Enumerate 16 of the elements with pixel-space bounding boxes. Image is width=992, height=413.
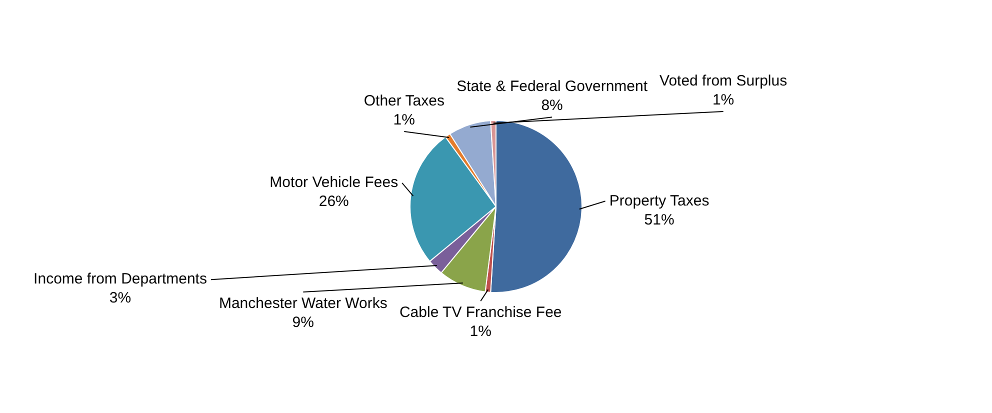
- slice-label: Other Taxes: [364, 92, 444, 110]
- data-label: 1%: [393, 112, 415, 129]
- slice-label: Cable TV Franchise Fee: [399, 304, 562, 322]
- data-label: 1%: [470, 323, 492, 340]
- slice-label: State & Federal Government: [456, 78, 648, 96]
- data-label: 1%: [712, 92, 734, 109]
- data-label: 9%: [292, 314, 314, 332]
- data-label: 51%: [644, 211, 674, 228]
- data-label: 8%: [541, 97, 563, 114]
- slice-label: Manchester Water Works: [218, 295, 388, 312]
- slice-label: Motor Vehicle Fees: [270, 174, 398, 192]
- slice-label: Property Taxes: [609, 192, 710, 210]
- slice-label: Voted from Surplus: [660, 72, 788, 90]
- data-label: 26%: [318, 193, 349, 210]
- slice-label: Income from Departments: [34, 270, 207, 288]
- data-label: 3%: [109, 290, 132, 307]
